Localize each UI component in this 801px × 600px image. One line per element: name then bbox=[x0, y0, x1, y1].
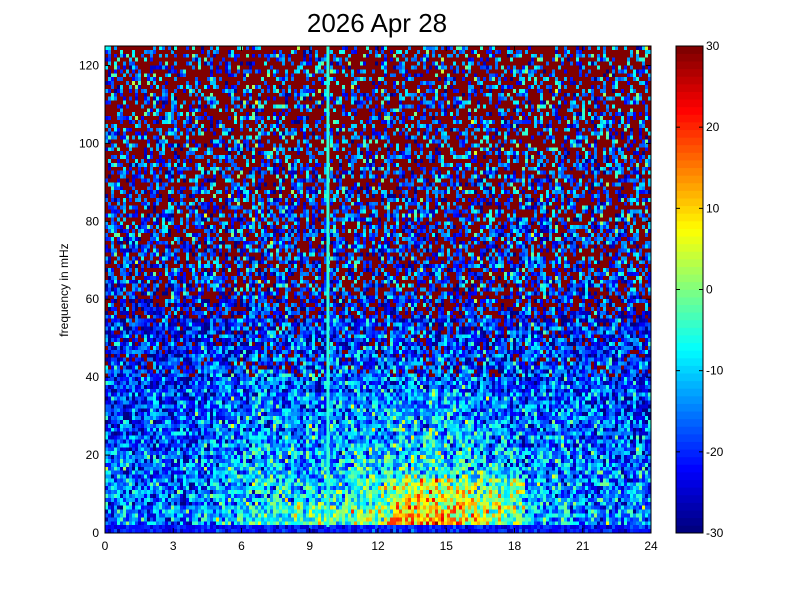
colorbar-segment bbox=[676, 426, 703, 435]
colorbar-segment bbox=[676, 281, 703, 290]
colorbar-segment bbox=[676, 121, 703, 131]
colorbar-segment bbox=[676, 106, 703, 115]
x-tick-label: 9 bbox=[306, 539, 313, 553]
colorbar-segment bbox=[676, 251, 703, 260]
colorbar-segment bbox=[676, 327, 703, 336]
colorbar-tick-label: 0 bbox=[706, 283, 713, 297]
colorbar-segment bbox=[676, 266, 703, 275]
colorbar-segment bbox=[676, 273, 703, 283]
colorbar-segment bbox=[676, 441, 703, 450]
colorbar-segment bbox=[676, 205, 703, 214]
colorbar-segment bbox=[676, 334, 703, 344]
colorbar-segment bbox=[676, 479, 703, 488]
y-tick-label: 0 bbox=[92, 526, 99, 540]
colorbar-segment bbox=[676, 190, 703, 199]
colorbar-segment bbox=[676, 388, 703, 397]
y-tick-label: 80 bbox=[86, 214, 100, 228]
colorbar-segment bbox=[676, 228, 703, 237]
colorbar-segment bbox=[676, 418, 703, 427]
colorbar-segment bbox=[676, 509, 703, 519]
colorbar-tick-label: 10 bbox=[706, 201, 720, 215]
x-tick-label: 21 bbox=[576, 539, 590, 553]
x-tick-label: 12 bbox=[371, 539, 385, 553]
colorbar-segment bbox=[676, 144, 703, 153]
colorbar-segment bbox=[676, 395, 703, 404]
colorbar-segment bbox=[676, 494, 703, 503]
spectrogram-image bbox=[105, 46, 651, 533]
colorbar-segment bbox=[676, 114, 703, 123]
colorbar-segment bbox=[676, 487, 703, 496]
colorbar-segment bbox=[676, 342, 703, 351]
colorbar-segment bbox=[676, 289, 703, 298]
colorbar-segment bbox=[676, 312, 703, 321]
colorbar-segment bbox=[676, 502, 703, 511]
colorbar-segment bbox=[676, 525, 703, 534]
x-tick-label: 15 bbox=[440, 539, 454, 553]
colorbar bbox=[675, 45, 704, 534]
colorbar-tick-label: -20 bbox=[706, 445, 724, 459]
colorbar-segment bbox=[676, 433, 703, 442]
colorbar-tick-label: -30 bbox=[706, 526, 724, 540]
colorbar-segment bbox=[676, 129, 703, 138]
y-tick-label: 40 bbox=[86, 370, 100, 384]
y-tick-label: 120 bbox=[79, 58, 99, 72]
colorbar-segment bbox=[676, 372, 703, 382]
colorbar-segment bbox=[676, 350, 703, 359]
colorbar-tick-label: 30 bbox=[706, 39, 720, 53]
colorbar-segment bbox=[676, 91, 703, 100]
colorbar-segment bbox=[676, 152, 703, 161]
colorbar-segment bbox=[676, 380, 703, 389]
colorbar-segment bbox=[676, 304, 703, 313]
colorbar-segment bbox=[676, 83, 703, 92]
chart-title: 2026 Apr 28 bbox=[307, 8, 447, 38]
colorbar-segment bbox=[676, 410, 703, 420]
colorbar-segment bbox=[676, 175, 703, 184]
colorbar-segment bbox=[676, 60, 703, 70]
colorbar-segment bbox=[676, 319, 703, 328]
x-tick-label: 0 bbox=[102, 539, 109, 553]
x-tick-label: 18 bbox=[508, 539, 522, 553]
colorbar-segment bbox=[676, 68, 703, 77]
colorbar-segment bbox=[676, 517, 703, 526]
colorbar-segment bbox=[676, 448, 703, 458]
colorbar-axis: -30 -20 -10 0 10 20 30 bbox=[676, 39, 724, 540]
x-tick-label: 3 bbox=[170, 539, 177, 553]
colorbar-segment bbox=[676, 76, 703, 85]
colorbar-segment bbox=[676, 98, 703, 108]
y-tick-label: 100 bbox=[79, 136, 99, 150]
y-axis: 0 20 40 60 80 100 120 bbox=[79, 58, 651, 540]
colorbar-segment bbox=[676, 137, 703, 146]
y-tick-label: 60 bbox=[86, 292, 100, 306]
colorbar-segment bbox=[676, 365, 703, 374]
colorbar-segment bbox=[676, 45, 703, 54]
colorbar-segment bbox=[676, 243, 703, 252]
colorbar-segment bbox=[676, 296, 703, 306]
plot-area bbox=[104, 45, 652, 534]
colorbar-segment bbox=[676, 213, 703, 222]
colorbar-segment bbox=[676, 258, 703, 267]
colorbar-segment bbox=[676, 182, 703, 191]
x-axis: 0 3 6 9 12 15 18 21 24 bbox=[102, 46, 658, 553]
y-axis-label: frequency in mHz bbox=[57, 243, 71, 336]
y-tick-label: 20 bbox=[86, 448, 100, 462]
colorbar-segment bbox=[676, 471, 703, 481]
colorbar-segment bbox=[676, 53, 703, 62]
colorbar-segment bbox=[676, 167, 703, 176]
colorbar-segment bbox=[676, 357, 703, 366]
x-tick-label: 6 bbox=[238, 539, 245, 553]
colorbar-segment bbox=[676, 235, 703, 245]
vertical-line-mark bbox=[326, 46, 330, 527]
colorbar-segment bbox=[676, 220, 703, 229]
colorbar-segment bbox=[676, 456, 703, 465]
x-tick-label: 24 bbox=[644, 539, 658, 553]
colorbar-segment bbox=[676, 159, 703, 169]
colorbar-segment bbox=[676, 464, 703, 473]
colorbar-tick-label: -10 bbox=[706, 364, 724, 378]
colorbar-tick-label: 20 bbox=[706, 120, 720, 134]
colorbar-segment bbox=[676, 197, 703, 207]
colorbar-segment bbox=[676, 403, 703, 412]
